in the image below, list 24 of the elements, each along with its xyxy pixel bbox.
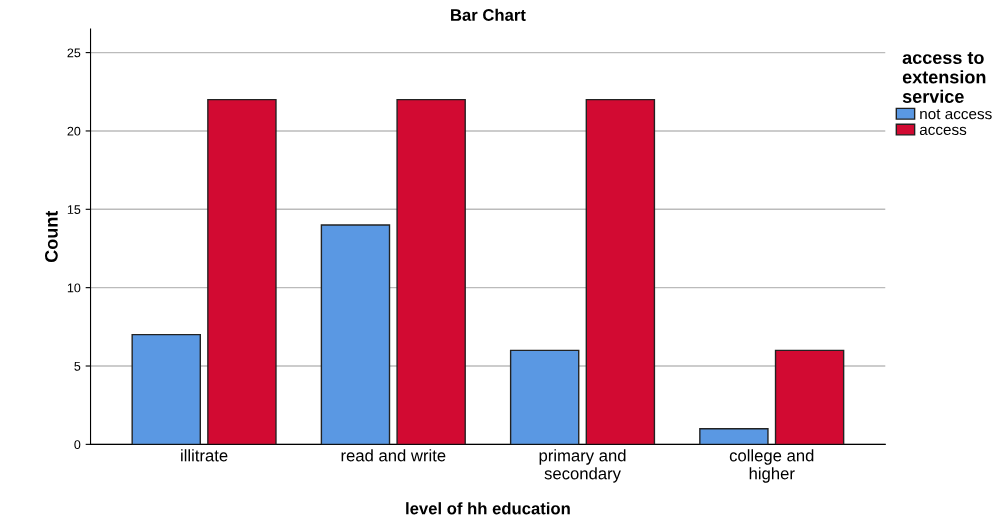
- y-tick-label: 20: [67, 126, 81, 136]
- bar: [207, 98, 277, 445]
- y-axis-title: Count: [45, 210, 58, 263]
- legend-title: access to extension service: [902, 52, 986, 103]
- y-tick-label: 0: [74, 440, 81, 450]
- x-tick-label: primary and secondary: [539, 449, 626, 483]
- y-tick-label: 15: [67, 205, 81, 214]
- x-tick-label: illitrate: [181, 449, 228, 462]
- bar: [699, 427, 769, 445]
- bar: [320, 224, 391, 445]
- bar: [131, 333, 201, 445]
- x-axis-title: level of hh education: [406, 502, 570, 515]
- bar: [774, 349, 845, 445]
- bar: [585, 98, 656, 445]
- y-tick-label: 10: [67, 283, 81, 293]
- x-tick-label: read and write: [341, 449, 446, 462]
- y-tick-label: 5: [74, 361, 81, 371]
- y-tick-label: 25: [67, 48, 81, 58]
- legend-label: access: [919, 126, 967, 136]
- bar: [509, 349, 580, 445]
- chart-title: Bar Chart: [451, 8, 526, 21]
- bar: [396, 98, 466, 445]
- legend-label: not access: [920, 109, 992, 120]
- x-tick-label: college and higher: [729, 449, 814, 483]
